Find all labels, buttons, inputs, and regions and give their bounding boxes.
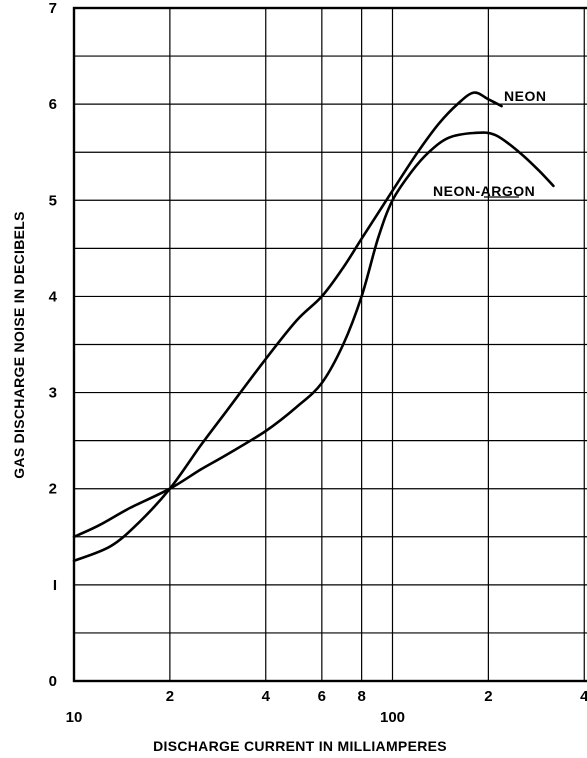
x-tick-label: 100 — [380, 709, 405, 726]
y-tick-label: 6 — [49, 96, 57, 113]
x-tick-label: 6 — [318, 688, 326, 705]
y-tick-label: 5 — [49, 192, 57, 209]
x-tick-label: 8 — [357, 688, 365, 705]
series-label-neon: NEON — [504, 88, 546, 104]
series-line-neon-argon — [72, 131, 555, 539]
x-tick-label: 4 — [580, 688, 587, 705]
x-tick-label: 10 — [66, 709, 83, 726]
x-tick-label: 4 — [262, 688, 271, 705]
y-tick-label: 0 — [49, 673, 57, 690]
grid — [74, 8, 587, 681]
series-label-neon-argon: NEON-ARGON — [433, 183, 535, 199]
y-tick-label: 2 — [49, 481, 57, 498]
series-layer — [72, 91, 555, 563]
x-axis-label: DISCHARGE CURRENT IN MILLIAMPERES — [153, 738, 447, 754]
y-tick-label: 3 — [49, 385, 57, 402]
tick-labels: 10 2 4 6 8 100 2 4 0 I 2 3 4 5 6 7 — [49, 0, 587, 726]
plot-frame — [72, 6, 587, 683]
x-tick-label: 2 — [166, 688, 174, 705]
series-line-neon — [72, 91, 503, 563]
x-tick-label: 2 — [484, 688, 492, 705]
y-tick-label: I — [53, 577, 57, 594]
y-tick-label: 4 — [49, 288, 58, 305]
y-axis-label: GAS DISCHARGE NOISE IN DECIBELS — [11, 211, 27, 479]
y-tick-label: 7 — [49, 0, 57, 17]
